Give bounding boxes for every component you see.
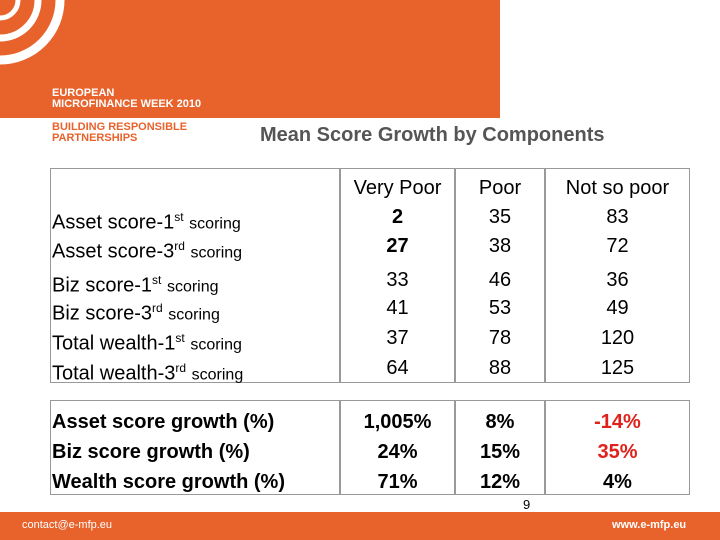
slide-title: Mean Score Growth by Components	[260, 124, 605, 146]
label-text: Asset score-1	[52, 211, 175, 234]
page-number: 9	[523, 497, 531, 512]
column-header: Poor	[478, 177, 522, 199]
table-cell: 12%	[479, 471, 521, 493]
table-cell: 35%	[597, 441, 638, 463]
cell-border	[50, 400, 340, 495]
table-cell: 64	[386, 357, 409, 379]
cell-border	[340, 168, 455, 383]
table-cell: 33	[386, 269, 409, 291]
logo-text: MICROFINANCE WEEK 2010	[52, 98, 202, 110]
label-superscript: rd	[174, 239, 185, 253]
header-band: EUROPEAN MICROFINANCE WEEK 2010	[0, 0, 500, 118]
label-text: Biz score-3	[52, 302, 153, 325]
logo-swoosh	[0, 0, 65, 65]
label-suffix: scoring	[166, 278, 219, 296]
table-cell: 27	[386, 235, 409, 257]
label-superscript: st	[175, 331, 185, 345]
label-text: Biz score-1	[52, 274, 153, 297]
table-cell: 125	[600, 357, 635, 379]
table-cell: 8%	[485, 411, 515, 433]
table-cell: 24%	[377, 441, 418, 463]
cell-border	[50, 168, 340, 383]
row-label: Asset score-1st scoring	[52, 202, 241, 240]
table-cell: 46	[488, 269, 512, 291]
cell-border	[545, 400, 690, 495]
table-cell: 83	[606, 206, 629, 228]
table-cell: 38	[488, 235, 512, 257]
label-text: Total wealth-3	[52, 362, 176, 385]
table-cell: 120	[600, 327, 635, 349]
column-header: Very Poor	[353, 177, 442, 199]
table-cell: 36	[606, 269, 629, 291]
table-cell: 88	[488, 357, 512, 379]
table-cell: 72	[606, 235, 629, 257]
table-cell: 53	[488, 297, 512, 319]
column-header: Not so poor	[565, 177, 670, 199]
cell-border	[455, 400, 545, 495]
table-cell: 2	[391, 206, 404, 228]
label-suffix: scoring	[168, 306, 220, 324]
label-superscript: rd	[152, 301, 163, 315]
table-cell: 49	[606, 297, 629, 319]
label-superscript: rd	[175, 361, 187, 375]
label-suffix: scoring	[190, 336, 242, 354]
label-text: Asset score-3	[52, 240, 175, 263]
label-superscript: st	[174, 210, 184, 224]
logo-text: BUILDING RESPONSIBLE	[52, 121, 188, 133]
table-cell: 71%	[377, 471, 418, 493]
table-cell: 4%	[603, 471, 632, 493]
row-label: Asset score-3rd scoring	[52, 231, 242, 269]
cell-border	[455, 168, 545, 383]
label-superscript: st	[152, 273, 162, 287]
cell-border	[545, 168, 690, 383]
row-label: Biz score-3rd scoring	[52, 293, 220, 331]
footer-contact: contact@e-mfp.eu	[22, 519, 113, 531]
table-cell: 41	[386, 297, 409, 319]
footer-website: www.e-mfp.eu	[612, 519, 687, 531]
table-cell: -14%	[594, 411, 641, 433]
footer-band	[0, 512, 720, 540]
row-label: Biz score-1st scoring	[52, 265, 219, 303]
label-suffix: scoring	[189, 215, 241, 233]
table-cell: 78	[488, 327, 512, 349]
label-suffix: scoring	[190, 244, 243, 262]
row-label: Total wealth-3rd scoring	[52, 353, 243, 391]
table-cell: 1,005%	[363, 411, 432, 433]
label-suffix: scoring	[191, 366, 244, 384]
logo-text: PARTNERSHIPS	[52, 132, 138, 144]
row-label: Wealth score growth (%)	[52, 471, 285, 493]
logo-text: EUROPEAN	[52, 87, 115, 99]
label-text: Total wealth-1	[52, 332, 176, 355]
row-label: Total wealth-1st scoring	[52, 323, 242, 361]
cell-border	[340, 400, 455, 495]
row-label: Asset score growth (%)	[52, 411, 275, 433]
row-label: Biz score growth (%)	[52, 441, 250, 463]
table-cell: 15%	[479, 441, 521, 463]
table-cell: 37	[386, 327, 409, 349]
table-cell: 35	[488, 206, 512, 228]
